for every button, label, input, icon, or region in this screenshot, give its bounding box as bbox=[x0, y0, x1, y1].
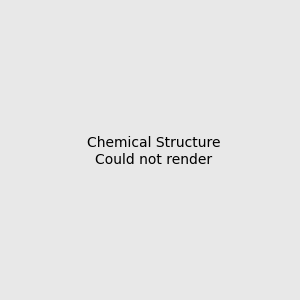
Text: Chemical Structure
Could not render: Chemical Structure Could not render bbox=[87, 136, 220, 166]
